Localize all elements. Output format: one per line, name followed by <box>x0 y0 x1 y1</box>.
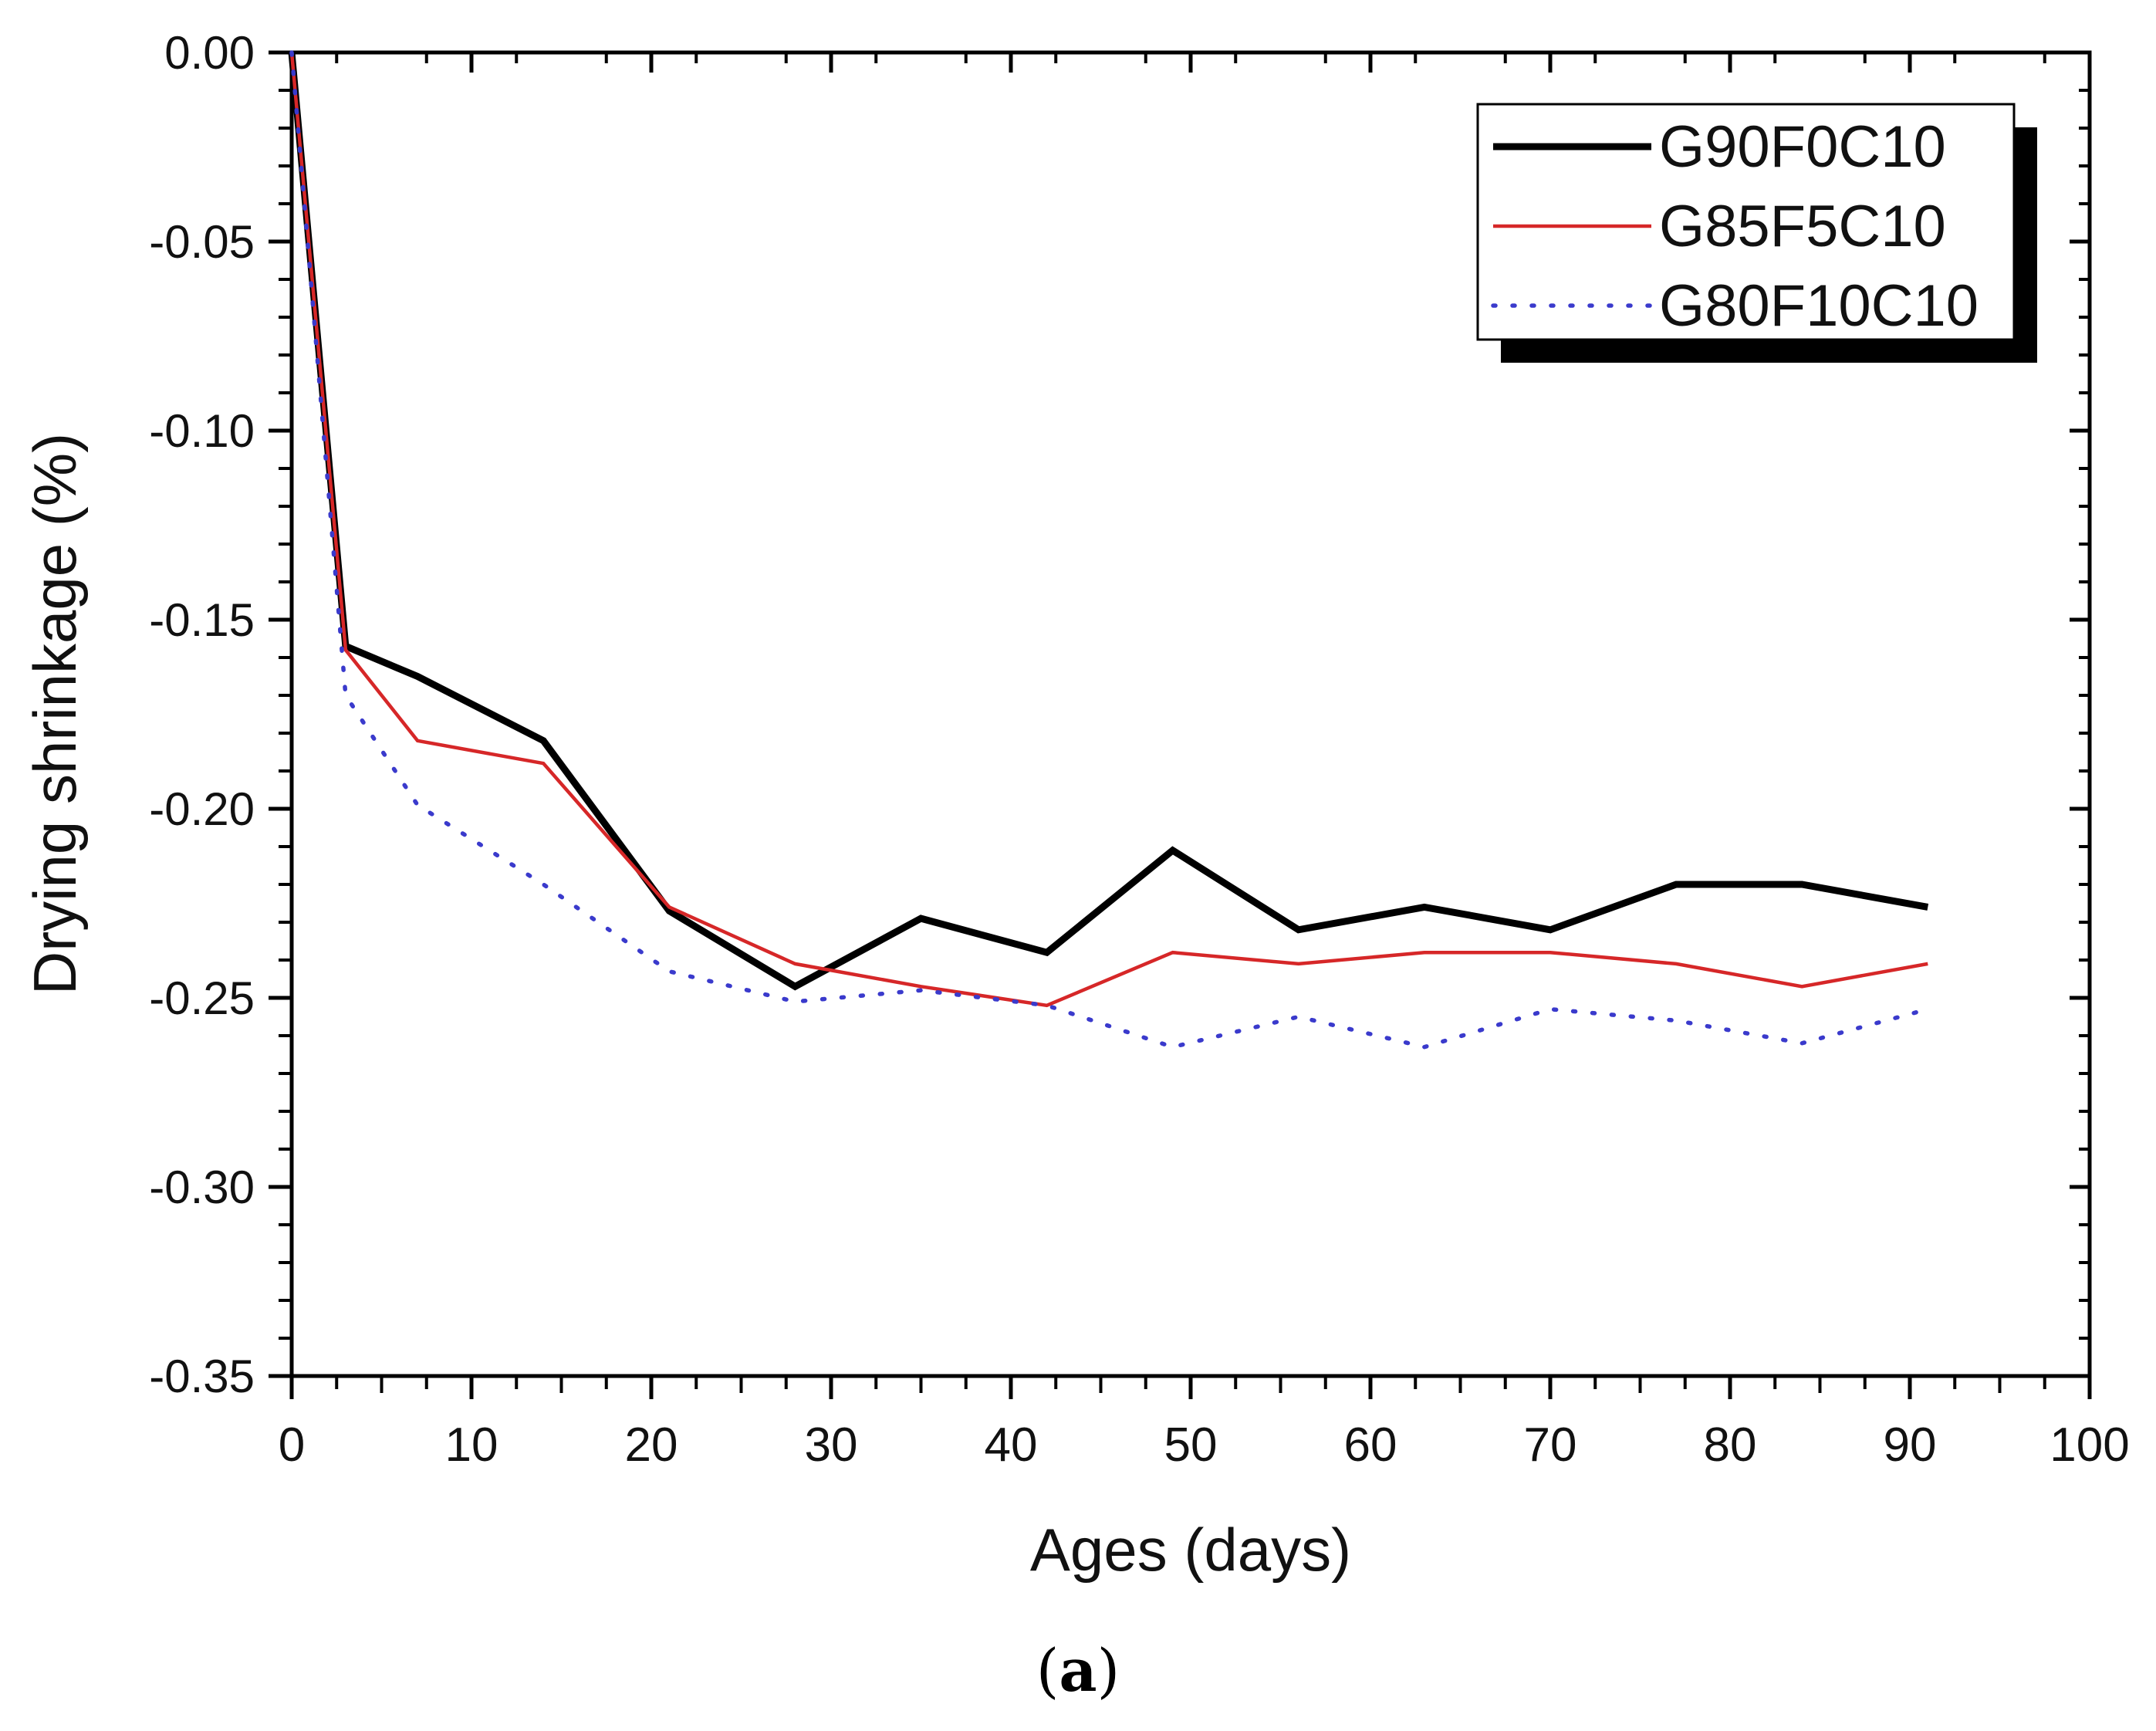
x-tick-label: 40 <box>985 1418 1038 1472</box>
x-tick-label: 0 <box>279 1418 305 1472</box>
y-tick-label: -0.25 <box>149 972 255 1024</box>
data-series <box>288 50 1931 1050</box>
axis-tick-labels: 0 10 20 30 40 50 60 70 80 90 100 0.00 -0.05 -0.10 -0.1… <box>149 27 2129 1472</box>
x-tick-label: 80 <box>1704 1418 1757 1472</box>
series-line-g85f5c10 <box>289 52 1928 1008</box>
y-axis-title: Drying shrinkage (%) <box>21 433 89 995</box>
x-axis-title: Ages (days) <box>1030 1516 1351 1584</box>
x-tick-label: 50 <box>1164 1418 1218 1472</box>
series-line-g80f10c10 <box>289 50 1931 1050</box>
y-tick-label: -0.35 <box>149 1351 255 1402</box>
y-tick-label: -0.15 <box>149 594 255 646</box>
caption-open: ( <box>1036 1636 1059 1705</box>
caption-label: a <box>1059 1636 1097 1705</box>
legend-label: G85F5C10 <box>1659 194 1946 259</box>
legend-label: G90F0C10 <box>1659 114 1946 180</box>
x-tick-label: 60 <box>1344 1418 1397 1472</box>
caption-close: ) <box>1097 1636 1120 1705</box>
x-tick-label: 10 <box>445 1418 498 1472</box>
y-tick-label: -0.10 <box>149 405 255 457</box>
panel-caption: (a) <box>0 1636 2156 1705</box>
x-tick-label: 20 <box>625 1418 678 1472</box>
x-tick-label: 100 <box>2050 1418 2129 1472</box>
y-tick-label: -0.30 <box>149 1161 255 1213</box>
axis-ticks <box>269 50 2092 1399</box>
series-line-g90f0c10 <box>288 52 1929 991</box>
legend: G90F0C10 G85F5C10 G80F10C10 <box>1476 103 2037 363</box>
y-tick-label: 0.00 <box>164 27 255 79</box>
x-tick-label: 90 <box>1884 1418 1937 1472</box>
x-tick-label: 30 <box>805 1418 858 1472</box>
y-tick-label: -0.05 <box>149 216 255 268</box>
legend-label: G80F10C10 <box>1659 273 1979 339</box>
x-tick-label: 70 <box>1524 1418 1577 1472</box>
y-tick-label: -0.20 <box>149 783 255 835</box>
